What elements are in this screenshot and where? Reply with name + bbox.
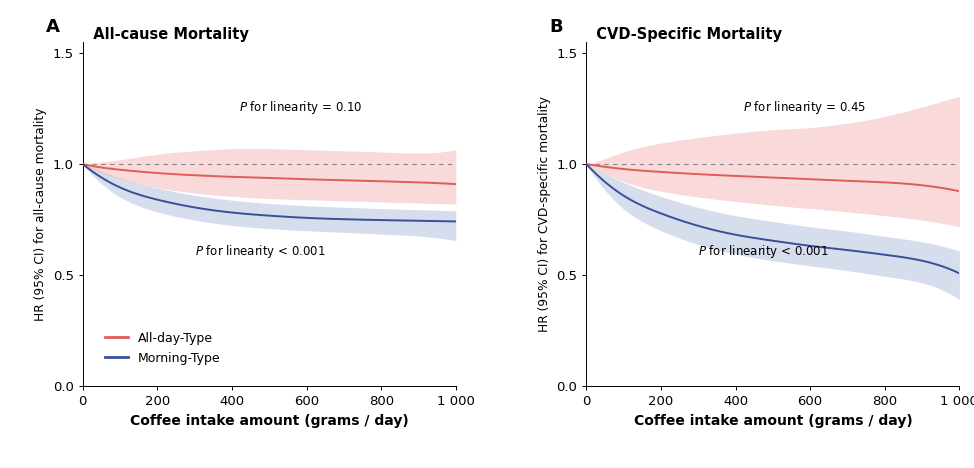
Morning-Type xyxy=(581,161,592,167)
Morning-Type xyxy=(225,210,237,215)
All-day-Type xyxy=(851,178,863,184)
Text: B: B xyxy=(549,18,563,36)
Text: $P$ for linearity < 0.001: $P$ for linearity < 0.001 xyxy=(698,243,829,260)
All-day-Type xyxy=(77,161,89,167)
Morning-Type xyxy=(702,226,714,231)
Text: CVD-Specific Mortality: CVD-Specific Mortality xyxy=(586,27,782,42)
All-day-Type xyxy=(581,161,592,167)
Text: All-cause Mortality: All-cause Mortality xyxy=(83,27,248,42)
All-day-Type xyxy=(348,178,359,183)
All-day-Type xyxy=(849,178,861,184)
Y-axis label: HR (95% CI) for CVD-specific mortality: HR (95% CI) for CVD-specific mortality xyxy=(538,96,550,332)
All-day-Type xyxy=(122,168,133,173)
Morning-Type xyxy=(312,216,323,221)
X-axis label: Coffee intake amount (grams / day): Coffee intake amount (grams / day) xyxy=(633,414,913,428)
Line: All-day-Type: All-day-Type xyxy=(83,164,456,184)
Morning-Type xyxy=(954,271,965,276)
Legend: All-day-Type, Morning-Type: All-day-Type, Morning-Type xyxy=(100,327,225,370)
Morning-Type xyxy=(450,219,462,224)
Text: A: A xyxy=(46,18,59,36)
Text: $P$ for linearity = 0.10: $P$ for linearity = 0.10 xyxy=(240,99,363,116)
Morning-Type xyxy=(729,232,740,237)
Morning-Type xyxy=(815,244,827,250)
Morning-Type xyxy=(849,248,861,254)
All-day-Type xyxy=(199,173,210,178)
Morning-Type xyxy=(77,161,89,167)
Y-axis label: HR (95% CI) for all-cause mortality: HR (95% CI) for all-cause mortality xyxy=(34,107,47,321)
Line: Morning-Type: Morning-Type xyxy=(83,164,456,221)
Text: $P$ for linearity = 0.45: $P$ for linearity = 0.45 xyxy=(743,99,866,116)
Line: Morning-Type: Morning-Type xyxy=(586,164,959,273)
Morning-Type xyxy=(199,206,210,212)
Text: $P$ for linearity < 0.001: $P$ for linearity < 0.001 xyxy=(195,243,325,260)
X-axis label: Coffee intake amount (grams / day): Coffee intake amount (grams / day) xyxy=(130,414,409,428)
All-day-Type xyxy=(450,181,462,187)
All-day-Type xyxy=(225,174,237,180)
Line: All-day-Type: All-day-Type xyxy=(586,164,959,191)
All-day-Type xyxy=(702,172,714,177)
Morning-Type xyxy=(625,197,637,203)
All-day-Type xyxy=(312,177,323,183)
All-day-Type xyxy=(625,167,637,173)
Morning-Type xyxy=(348,217,359,222)
Morning-Type xyxy=(346,217,357,222)
All-day-Type xyxy=(815,177,827,183)
Morning-Type xyxy=(122,188,133,193)
All-day-Type xyxy=(729,173,740,179)
All-day-Type xyxy=(954,189,965,194)
Morning-Type xyxy=(851,249,863,254)
All-day-Type xyxy=(346,177,357,183)
